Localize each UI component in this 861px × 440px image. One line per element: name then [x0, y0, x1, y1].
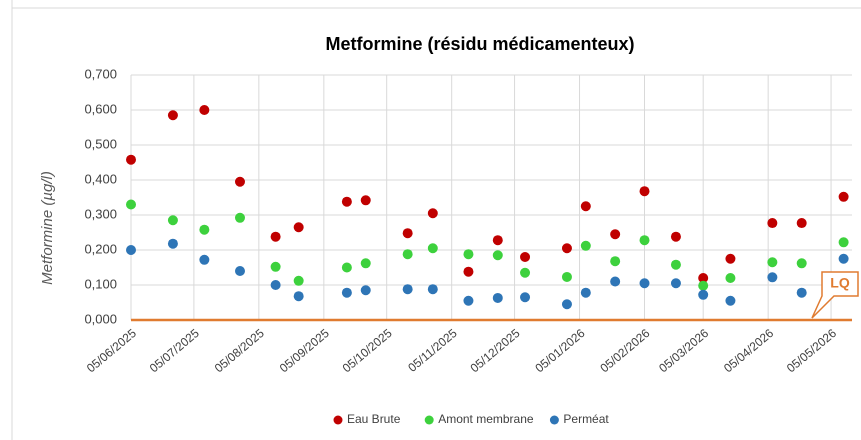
data-point — [639, 235, 650, 246]
data-point — [126, 245, 136, 255]
y-tick-label: 0,300 — [84, 206, 117, 221]
limit-label: LQ — [830, 275, 850, 291]
limit-callout — [811, 271, 859, 319]
data-point — [463, 295, 474, 306]
data-point — [580, 201, 591, 212]
data-point — [234, 212, 245, 223]
data-point — [341, 262, 352, 273]
legend-label: Eau Brute — [347, 412, 401, 426]
data-point — [561, 299, 572, 310]
data-point — [293, 222, 304, 233]
data-point — [520, 252, 531, 262]
data-point — [199, 254, 210, 265]
data-point — [199, 105, 210, 115]
data-point — [463, 249, 474, 260]
data-point — [561, 271, 572, 282]
data-point — [427, 208, 438, 219]
data-point — [126, 154, 136, 165]
data-point — [463, 266, 474, 277]
data-point — [610, 256, 621, 267]
data-point — [670, 231, 681, 242]
y-tick-label: 0,500 — [84, 136, 117, 151]
data-point — [639, 278, 650, 289]
data-point — [199, 224, 210, 235]
data-point — [698, 273, 709, 283]
data-point — [838, 237, 849, 248]
data-point — [796, 218, 807, 229]
data-point — [167, 215, 178, 226]
data-point — [767, 272, 778, 283]
data-point — [126, 199, 136, 210]
data-point — [580, 287, 591, 298]
data-point — [492, 292, 503, 303]
data-point — [610, 276, 621, 287]
data-point — [402, 228, 413, 239]
data-point — [670, 278, 681, 289]
data-point — [767, 218, 778, 229]
data-point — [838, 253, 849, 264]
data-point — [520, 267, 531, 278]
chart-title: Metformine (résidu médicamenteux) — [325, 34, 634, 54]
data-point — [293, 291, 304, 302]
legend-label: Perméat — [563, 412, 609, 426]
data-point — [639, 186, 650, 197]
data-point — [610, 229, 621, 240]
y-tick-label: 0,600 — [84, 101, 117, 116]
y-tick-label: 0,200 — [84, 241, 117, 256]
data-point — [341, 196, 352, 207]
data-point — [838, 191, 849, 202]
data-point — [725, 295, 736, 306]
y-tick-label: 0,100 — [84, 276, 117, 291]
data-point — [167, 238, 178, 249]
data-point — [670, 259, 681, 270]
data-point — [402, 284, 413, 295]
data-point — [427, 243, 438, 254]
data-point — [293, 275, 304, 286]
data-point — [698, 280, 709, 291]
data-point — [796, 258, 807, 269]
data-point — [360, 195, 371, 206]
data-point — [561, 243, 572, 254]
data-point — [492, 235, 503, 246]
data-point — [725, 253, 736, 264]
y-tick-label: 0,000 — [84, 311, 117, 326]
data-point — [360, 285, 371, 296]
data-point — [234, 266, 245, 276]
data-point — [270, 261, 281, 272]
data-point — [341, 287, 352, 298]
data-point — [492, 250, 503, 261]
data-point — [725, 273, 736, 283]
y-tick-label: 0,700 — [84, 66, 117, 81]
data-point — [796, 287, 807, 298]
legend-label: Amont membrane — [438, 412, 534, 426]
data-point — [234, 176, 245, 187]
legend-marker — [549, 415, 559, 425]
y-axis-label: Metformine (µg/l) — [39, 171, 56, 285]
data-point — [360, 258, 371, 269]
data-point — [270, 231, 281, 242]
legend-marker — [333, 415, 343, 425]
data-point — [270, 280, 281, 290]
data-point — [427, 284, 438, 295]
data-point — [698, 289, 709, 300]
legend-marker — [424, 415, 434, 425]
data-point — [580, 240, 591, 251]
data-point — [402, 249, 413, 260]
data-point — [167, 110, 178, 121]
data-point — [520, 292, 531, 303]
y-tick-label: 0,400 — [84, 171, 117, 186]
data-point — [767, 257, 778, 268]
